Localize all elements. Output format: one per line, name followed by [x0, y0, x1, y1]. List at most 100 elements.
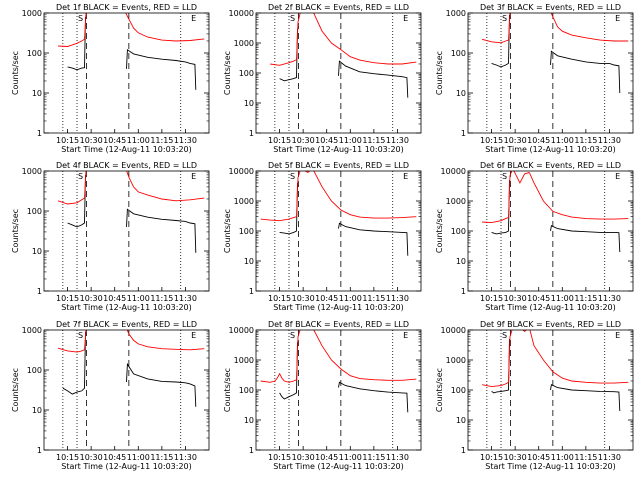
series-red-line [482, 330, 528, 388]
chart-panel-9: Det 9f BLACK = Events, RED = LLD S E 1 10 100… [435, 320, 634, 471]
chart-panel-8: Det 8f BLACK = Events, RED = LLD S E 1 10 100… [223, 320, 422, 471]
chart-panel-4: Det 4f BLACK = Events, RED = LLD S E 1 10 100… [11, 161, 210, 312]
plot-frame [255, 329, 422, 451]
series-black-line [338, 381, 409, 413]
x-tick-label: 11:15 [362, 294, 385, 303]
series-red-line [313, 330, 417, 381]
marker-end-label: E [403, 14, 408, 23]
x-axis-label: Start Time (12-Aug-11 10:03:20) [485, 462, 616, 471]
plot-area [481, 13, 629, 94]
chart-title: Det 2f BLACK = Events, RED = LLD [268, 3, 409, 12]
plot-area [57, 171, 205, 253]
series-black-line [338, 222, 409, 256]
x-axis-label: Start Time (12-Aug-11 10:03:20) [273, 462, 404, 471]
marker-end-label: E [191, 172, 196, 181]
y-tick-label: 1000 [22, 326, 42, 335]
y-axis-label: Counts/sec [11, 209, 20, 253]
marker-start-label: S [78, 172, 83, 181]
series-black-line [126, 48, 197, 90]
y-tick-label: 100 [239, 386, 254, 395]
x-tick-label: 11:15 [150, 453, 173, 462]
marker-start-label: S [502, 14, 507, 23]
series-black-line [126, 362, 197, 407]
series-red-line [313, 171, 417, 219]
y-tick-label: 1 [37, 446, 42, 455]
y-tick-label: 10000 [229, 326, 254, 335]
y-tick-label: 1 [461, 287, 466, 296]
x-tick-label: 10:15 [56, 136, 79, 145]
series-red-line [270, 13, 309, 66]
series-red-line [260, 171, 311, 222]
y-axis-label: Counts/sec [223, 209, 232, 253]
plot-area [260, 330, 417, 413]
chart-title: Det 5f BLACK = Events, RED = LLD [268, 161, 409, 170]
x-tick-label: 11:30 [386, 136, 409, 145]
y-tick-label: 10000 [441, 326, 466, 335]
y-tick-label: 10 [456, 416, 466, 425]
x-tick-label: 11:30 [598, 453, 621, 462]
x-tick-label: 10:45 [103, 453, 126, 462]
marker-start-label: S [290, 14, 295, 23]
y-axis-label: Counts/sec [435, 51, 444, 95]
x-tick-label: 11:00 [551, 136, 574, 145]
y-tick-label: 10 [456, 89, 466, 98]
x-tick-label: 10:15 [480, 136, 503, 145]
series-black-line [491, 14, 510, 68]
y-axis-label: Counts/sec [435, 209, 444, 253]
x-tick-label: 10:45 [103, 136, 126, 145]
series-red-line [260, 330, 309, 383]
x-tick-label: 11:15 [362, 453, 385, 462]
chart-panel-1: Det 1f BLACK = Events, RED = LLD S E 1 10 100… [11, 3, 210, 154]
x-tick-label: 10:15 [268, 136, 291, 145]
series-black-line [279, 341, 298, 400]
x-tick-label: 11:15 [150, 136, 173, 145]
y-axis-label: Counts/sec [11, 51, 20, 95]
x-tick-label: 11:30 [386, 453, 409, 462]
series-red-line [125, 13, 205, 42]
series-red-line [481, 13, 511, 44]
y-tick-label: 1000 [22, 167, 42, 176]
chart-title: Det 6f BLACK = Events, RED = LLD [480, 161, 621, 170]
series-red-line [126, 330, 205, 351]
chart-panel-7: Det 7f BLACK = Events, RED = LLD S E 1 10 100… [11, 320, 210, 471]
marker-start-label: S [290, 172, 295, 181]
series-black-line [491, 179, 510, 235]
chart-title: Det 1f BLACK = Events, RED = LLD [56, 3, 197, 12]
series-black-line [491, 338, 510, 394]
marker-end-label: E [403, 331, 408, 340]
x-tick-label: 10:30 [504, 294, 527, 303]
marker-end-label: E [191, 14, 196, 23]
x-tick-label: 10:30 [292, 136, 315, 145]
marker-end-label: E [403, 172, 408, 181]
series-black-line [338, 60, 409, 98]
chart-title: Det 7f BLACK = Events, RED = LLD [56, 320, 197, 329]
y-tick-label: 1000 [22, 9, 42, 18]
x-tick-label: 11:30 [174, 294, 197, 303]
plot-area [58, 13, 205, 90]
x-tick-label: 11:30 [174, 136, 197, 145]
x-axis-label: Start Time (12-Aug-11 10:03:20) [61, 303, 192, 312]
plot-frame [43, 170, 210, 292]
x-tick-label: 11:15 [362, 136, 385, 145]
x-tick-label: 11:00 [551, 453, 574, 462]
marker-end-label: E [615, 172, 620, 181]
x-tick-label: 10:45 [527, 136, 550, 145]
y-tick-label: 100 [239, 69, 254, 78]
y-tick-label: 1000 [234, 39, 254, 48]
x-tick-label: 11:30 [598, 136, 621, 145]
chart-panel-3: Det 3f BLACK = Events, RED = LLD S E 1 10 100… [435, 3, 634, 154]
y-tick-label: 1000 [234, 356, 254, 365]
y-tick-label: 1 [37, 129, 42, 138]
marker-start-label: S [78, 331, 83, 340]
y-axis-label: Counts/sec [223, 368, 232, 412]
x-tick-label: 11:15 [574, 136, 597, 145]
x-axis-label: Start Time (12-Aug-11 10:03:20) [61, 145, 192, 154]
plot-frame [43, 12, 210, 134]
plot-frame [255, 170, 422, 292]
plot-area [482, 330, 629, 412]
marker-start-label: S [78, 14, 83, 23]
y-tick-label: 10000 [229, 9, 254, 18]
y-axis-label: Counts/sec [11, 368, 20, 412]
y-tick-label: 100 [27, 366, 42, 375]
y-tick-label: 10 [32, 406, 42, 415]
